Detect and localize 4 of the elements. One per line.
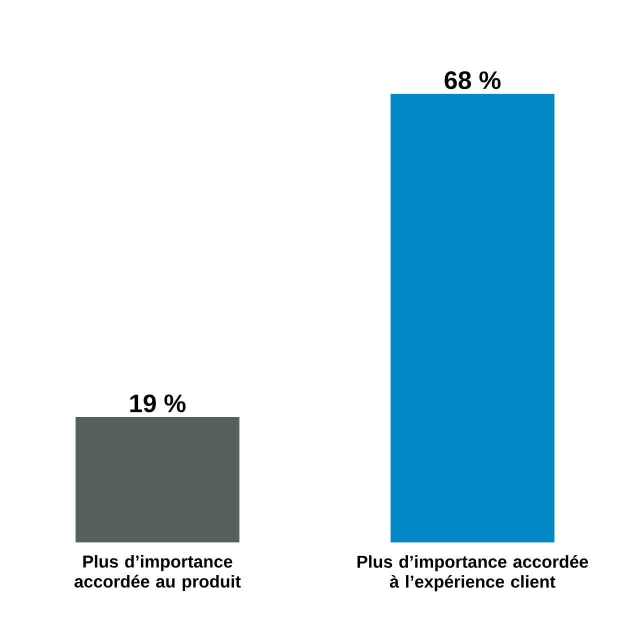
x-tick-label: Plus d’importance accordée à l’expérience client <box>358 555 588 592</box>
x-tick-label: Plus d’importance accordée au produit <box>74 555 241 592</box>
data-label: 19 % <box>130 394 186 412</box>
data-label: 68 % <box>444 71 501 90</box>
